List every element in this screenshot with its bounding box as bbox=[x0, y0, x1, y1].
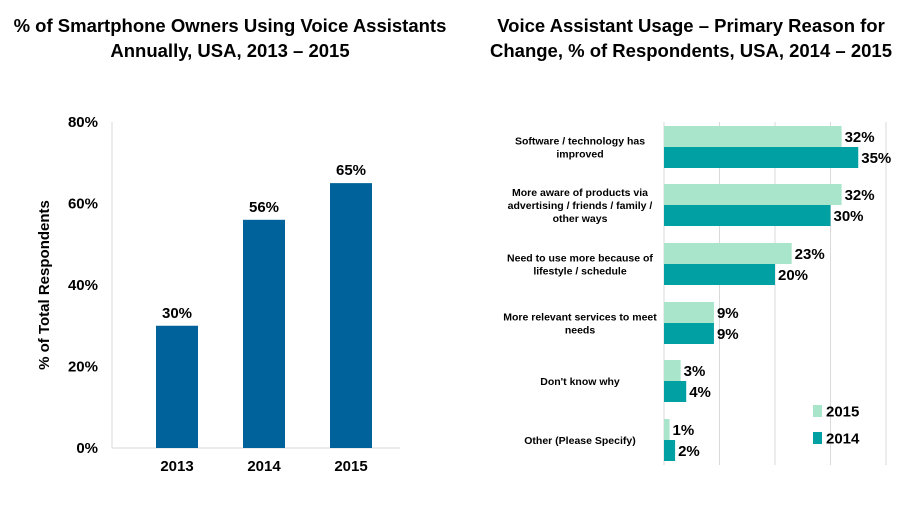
bar-value-label: 3% bbox=[684, 363, 706, 380]
left-title-line-1: % of Smartphone Owners Using Voice Assis… bbox=[13, 15, 447, 36]
y-tick-label: 60% bbox=[68, 196, 98, 213]
bar-2015-3 bbox=[664, 302, 714, 323]
right-title-line-2: Change, % of Respondents, USA, 2014 – 20… bbox=[490, 40, 892, 61]
bar-2014-1 bbox=[664, 205, 831, 226]
category-label: More relevant services to meet bbox=[503, 312, 657, 324]
bar-2014 bbox=[243, 219, 285, 448]
bar-value-label: 9% bbox=[717, 326, 739, 343]
y-tick-label: 0% bbox=[76, 440, 98, 457]
right-chart-title: Voice Assistant Usage – Primary Reason f… bbox=[462, 13, 920, 63]
category-label: Software / technology has bbox=[515, 136, 645, 148]
bar-2014-0 bbox=[664, 147, 859, 168]
bar-2015-4 bbox=[664, 360, 681, 381]
bar-2013 bbox=[156, 325, 198, 448]
bar-2015-0 bbox=[664, 126, 842, 147]
left-chart-title: % of Smartphone Owners Using Voice Assis… bbox=[0, 13, 460, 63]
bar-value-label: 32% bbox=[845, 187, 875, 204]
category-label: Need to use more because of bbox=[507, 253, 653, 265]
right-title-line-1: Voice Assistant Usage – Primary Reason f… bbox=[497, 15, 885, 36]
bar-value-label: 20% bbox=[778, 267, 808, 284]
left-title-line-2: Annually, USA, 2013 – 2015 bbox=[110, 40, 350, 61]
bar-value-label: 35% bbox=[861, 150, 891, 167]
bar-value-label: 56% bbox=[249, 199, 279, 216]
bar-2015-1 bbox=[664, 184, 842, 205]
category-label: More aware of products via bbox=[512, 187, 648, 199]
bar-value-label: 30% bbox=[834, 208, 864, 225]
bar-2015-2 bbox=[664, 243, 792, 264]
bar-value-label: 30% bbox=[162, 305, 192, 322]
legend-label: 2015 bbox=[826, 404, 859, 421]
bar-value-label: 9% bbox=[717, 305, 739, 322]
legend-swatch-2015 bbox=[813, 405, 822, 417]
bar-2014-2 bbox=[664, 264, 775, 285]
bar-value-label: 4% bbox=[689, 384, 711, 401]
bar-2014-3 bbox=[664, 323, 714, 344]
bar-2015-5 bbox=[664, 419, 670, 440]
bar-value-label: 23% bbox=[795, 246, 825, 263]
bar-value-label: 2% bbox=[678, 443, 700, 460]
category-label: needs bbox=[565, 325, 596, 337]
legend-swatch-2014 bbox=[813, 432, 822, 444]
category-label: advertising / friends / family / bbox=[508, 200, 653, 212]
x-tick-label: 2013 bbox=[160, 458, 193, 475]
category-label: other ways bbox=[553, 213, 608, 225]
legend-label: 2014 bbox=[826, 431, 860, 448]
category-label: lifestyle / schedule bbox=[533, 266, 627, 278]
y-axis-label: % of Total Respondents bbox=[36, 200, 53, 370]
bar-2015 bbox=[330, 183, 372, 448]
category-label: Don't know why bbox=[540, 376, 620, 388]
bar-value-label: 32% bbox=[845, 129, 875, 146]
y-tick-label: 20% bbox=[68, 359, 98, 376]
category-label: improved bbox=[556, 149, 603, 161]
x-tick-label: 2014 bbox=[247, 458, 281, 475]
bar-2014-5 bbox=[664, 440, 676, 461]
bar-2014-4 bbox=[664, 381, 687, 402]
x-tick-label: 2015 bbox=[334, 458, 367, 475]
y-tick-label: 40% bbox=[68, 277, 98, 294]
category-label: Other (Please Specify) bbox=[524, 435, 635, 447]
bar-value-label: 65% bbox=[336, 162, 366, 179]
bar-value-label: 1% bbox=[673, 422, 695, 439]
y-tick-label: 80% bbox=[68, 114, 98, 131]
